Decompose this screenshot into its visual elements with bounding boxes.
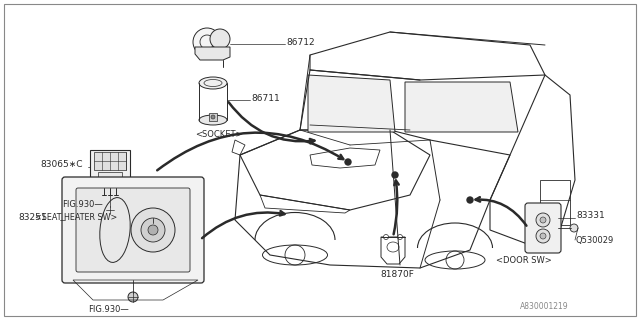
Text: 86712: 86712 (286, 38, 315, 47)
Circle shape (392, 172, 398, 178)
Text: FIG.930—: FIG.930— (62, 200, 103, 209)
FancyBboxPatch shape (525, 203, 561, 253)
Circle shape (383, 235, 388, 239)
Polygon shape (405, 82, 518, 132)
Circle shape (467, 197, 473, 203)
Circle shape (210, 29, 230, 49)
Bar (209, 113, 217, 121)
Text: 81870F: 81870F (380, 270, 414, 279)
Circle shape (211, 115, 215, 119)
Text: <DOOR SW>: <DOOR SW> (496, 256, 552, 265)
Bar (540, 180, 570, 225)
Text: 83065∗C: 83065∗C (40, 160, 83, 169)
Text: <SEAT HEATER SW>: <SEAT HEATER SW> (35, 213, 117, 222)
Circle shape (148, 225, 158, 235)
Circle shape (570, 224, 578, 232)
FancyArrowPatch shape (157, 132, 343, 170)
Circle shape (540, 217, 546, 223)
FancyArrowPatch shape (394, 180, 399, 234)
Bar (98, 172, 122, 188)
Text: Q530029: Q530029 (576, 236, 614, 245)
Ellipse shape (199, 115, 227, 125)
FancyArrowPatch shape (228, 102, 314, 143)
Circle shape (536, 213, 550, 227)
Circle shape (141, 218, 165, 242)
Circle shape (128, 292, 138, 302)
FancyBboxPatch shape (76, 188, 190, 272)
FancyBboxPatch shape (90, 150, 130, 195)
Circle shape (536, 229, 550, 243)
Text: 86711: 86711 (251, 94, 280, 103)
Text: 83251: 83251 (18, 213, 47, 222)
Circle shape (131, 208, 175, 252)
Circle shape (193, 28, 221, 56)
Text: 83331: 83331 (576, 211, 605, 220)
Circle shape (345, 159, 351, 165)
Polygon shape (195, 47, 230, 60)
Bar (94, 152, 126, 170)
Circle shape (106, 206, 114, 214)
Ellipse shape (199, 77, 227, 89)
FancyArrowPatch shape (202, 211, 285, 238)
FancyArrowPatch shape (476, 197, 527, 226)
Text: FIG.930—: FIG.930— (88, 305, 129, 314)
Circle shape (397, 235, 403, 239)
Text: <SOCKET>: <SOCKET> (195, 130, 243, 139)
Polygon shape (308, 75, 395, 132)
Text: A830001219: A830001219 (520, 302, 568, 311)
Circle shape (540, 233, 546, 239)
FancyBboxPatch shape (62, 177, 204, 283)
